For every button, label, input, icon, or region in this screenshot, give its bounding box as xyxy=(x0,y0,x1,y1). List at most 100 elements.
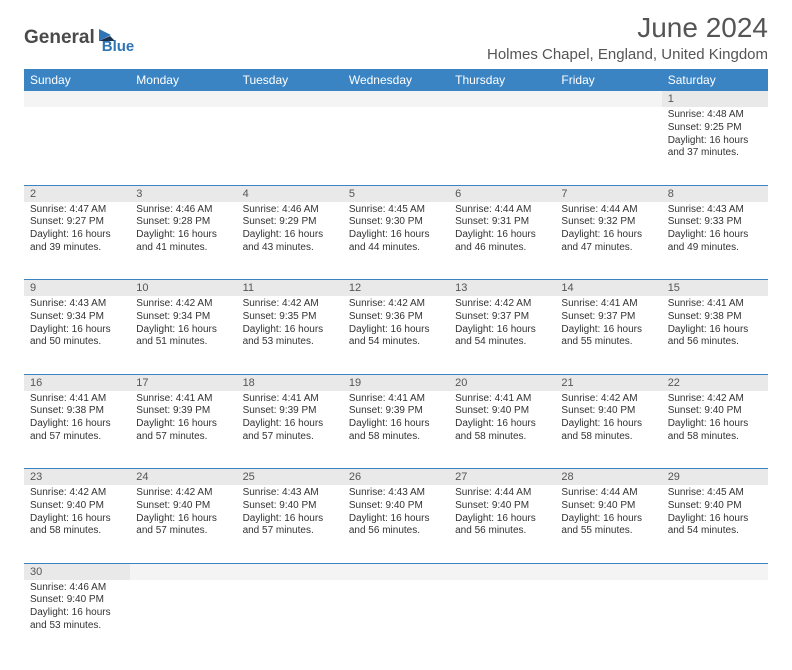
day-cell-content: Sunrise: 4:41 AMSunset: 9:38 PMDaylight:… xyxy=(662,296,768,353)
day-number-cell: 16 xyxy=(24,374,130,391)
day-cell-content: Sunrise: 4:43 AMSunset: 9:40 PMDaylight:… xyxy=(237,485,343,542)
day-cell-content: Sunrise: 4:42 AMSunset: 9:34 PMDaylight:… xyxy=(130,296,236,353)
day-cell-content: Sunrise: 4:43 AMSunset: 9:40 PMDaylight:… xyxy=(343,485,449,542)
day-cell: Sunrise: 4:45 AMSunset: 9:30 PMDaylight:… xyxy=(343,202,449,280)
day-number-row: 23242526272829 xyxy=(24,469,768,486)
day-number-cell: 23 xyxy=(24,469,130,486)
day-cell xyxy=(237,107,343,185)
day-number-cell: 5 xyxy=(343,185,449,202)
day-cell: Sunrise: 4:43 AMSunset: 9:40 PMDaylight:… xyxy=(343,485,449,563)
day-number-cell: 29 xyxy=(662,469,768,486)
title-block: June 2024 Holmes Chapel, England, United… xyxy=(487,12,768,63)
day-cell: Sunrise: 4:41 AMSunset: 9:38 PMDaylight:… xyxy=(24,391,130,469)
day-cell: Sunrise: 4:41 AMSunset: 9:37 PMDaylight:… xyxy=(555,296,661,374)
day-number-cell: 24 xyxy=(130,469,236,486)
day-body-row: Sunrise: 4:42 AMSunset: 9:40 PMDaylight:… xyxy=(24,485,768,563)
day-cell-content: Sunrise: 4:42 AMSunset: 9:40 PMDaylight:… xyxy=(130,485,236,542)
day-cell: Sunrise: 4:42 AMSunset: 9:40 PMDaylight:… xyxy=(24,485,130,563)
day-cell: Sunrise: 4:44 AMSunset: 9:32 PMDaylight:… xyxy=(555,202,661,280)
day-cell: Sunrise: 4:44 AMSunset: 9:40 PMDaylight:… xyxy=(555,485,661,563)
day-cell: Sunrise: 4:48 AMSunset: 9:25 PMDaylight:… xyxy=(662,107,768,185)
day-cell: Sunrise: 4:41 AMSunset: 9:39 PMDaylight:… xyxy=(343,391,449,469)
day-body-row: Sunrise: 4:43 AMSunset: 9:34 PMDaylight:… xyxy=(24,296,768,374)
day-cell-content: Sunrise: 4:42 AMSunset: 9:40 PMDaylight:… xyxy=(555,391,661,448)
day-cell xyxy=(449,107,555,185)
day-number-cell: 21 xyxy=(555,374,661,391)
day-cell: Sunrise: 4:46 AMSunset: 9:40 PMDaylight:… xyxy=(24,580,130,658)
day-number-cell: 28 xyxy=(555,469,661,486)
day-number-cell: 20 xyxy=(449,374,555,391)
day-cell-content: Sunrise: 4:46 AMSunset: 9:40 PMDaylight:… xyxy=(24,580,130,637)
day-body-row: Sunrise: 4:48 AMSunset: 9:25 PMDaylight:… xyxy=(24,107,768,185)
day-body-row: Sunrise: 4:41 AMSunset: 9:38 PMDaylight:… xyxy=(24,391,768,469)
day-number-cell: 30 xyxy=(24,563,130,580)
day-cell-content: Sunrise: 4:42 AMSunset: 9:37 PMDaylight:… xyxy=(449,296,555,353)
day-cell: Sunrise: 4:46 AMSunset: 9:29 PMDaylight:… xyxy=(237,202,343,280)
day-header: Saturday xyxy=(662,69,768,91)
day-number-cell xyxy=(449,563,555,580)
day-cell xyxy=(343,107,449,185)
day-cell: Sunrise: 4:41 AMSunset: 9:39 PMDaylight:… xyxy=(237,391,343,469)
logo: General Blue xyxy=(24,20,134,55)
day-number-row: 2345678 xyxy=(24,185,768,202)
day-cell-content: Sunrise: 4:41 AMSunset: 9:38 PMDaylight:… xyxy=(24,391,130,448)
logo-text-general: General xyxy=(24,27,95,49)
day-cell: Sunrise: 4:44 AMSunset: 9:40 PMDaylight:… xyxy=(449,485,555,563)
day-cell: Sunrise: 4:42 AMSunset: 9:40 PMDaylight:… xyxy=(555,391,661,469)
day-cell-content: Sunrise: 4:44 AMSunset: 9:31 PMDaylight:… xyxy=(449,202,555,259)
day-cell-content: Sunrise: 4:41 AMSunset: 9:39 PMDaylight:… xyxy=(343,391,449,448)
day-cell: Sunrise: 4:42 AMSunset: 9:34 PMDaylight:… xyxy=(130,296,236,374)
day-cell-content: Sunrise: 4:42 AMSunset: 9:40 PMDaylight:… xyxy=(662,391,768,448)
day-cell-content: Sunrise: 4:44 AMSunset: 9:32 PMDaylight:… xyxy=(555,202,661,259)
day-number-cell xyxy=(237,563,343,580)
day-header: Tuesday xyxy=(237,69,343,91)
day-number-cell xyxy=(449,91,555,107)
day-number-cell: 4 xyxy=(237,185,343,202)
day-cell: Sunrise: 4:42 AMSunset: 9:37 PMDaylight:… xyxy=(449,296,555,374)
day-header: Monday xyxy=(130,69,236,91)
day-number-cell: 27 xyxy=(449,469,555,486)
day-cell: Sunrise: 4:43 AMSunset: 9:34 PMDaylight:… xyxy=(24,296,130,374)
day-cell: Sunrise: 4:41 AMSunset: 9:38 PMDaylight:… xyxy=(662,296,768,374)
day-cell-content: Sunrise: 4:45 AMSunset: 9:40 PMDaylight:… xyxy=(662,485,768,542)
calendar-table: SundayMondayTuesdayWednesdayThursdayFrid… xyxy=(24,69,768,658)
day-body-row: Sunrise: 4:46 AMSunset: 9:40 PMDaylight:… xyxy=(24,580,768,658)
location: Holmes Chapel, England, United Kingdom xyxy=(487,46,768,63)
day-header-row: SundayMondayTuesdayWednesdayThursdayFrid… xyxy=(24,69,768,91)
day-cell-content: Sunrise: 4:43 AMSunset: 9:33 PMDaylight:… xyxy=(662,202,768,259)
day-cell: Sunrise: 4:43 AMSunset: 9:33 PMDaylight:… xyxy=(662,202,768,280)
day-cell xyxy=(343,580,449,658)
day-cell xyxy=(130,107,236,185)
day-number-cell: 26 xyxy=(343,469,449,486)
day-cell-content: Sunrise: 4:45 AMSunset: 9:30 PMDaylight:… xyxy=(343,202,449,259)
day-cell: Sunrise: 4:47 AMSunset: 9:27 PMDaylight:… xyxy=(24,202,130,280)
day-cell-content: Sunrise: 4:42 AMSunset: 9:35 PMDaylight:… xyxy=(237,296,343,353)
day-cell-content: Sunrise: 4:48 AMSunset: 9:25 PMDaylight:… xyxy=(662,107,768,164)
day-number-cell xyxy=(24,91,130,107)
day-number-cell: 22 xyxy=(662,374,768,391)
day-number-cell xyxy=(343,91,449,107)
day-number-row: 16171819202122 xyxy=(24,374,768,391)
day-header: Wednesday xyxy=(343,69,449,91)
day-cell: Sunrise: 4:41 AMSunset: 9:40 PMDaylight:… xyxy=(449,391,555,469)
header: General Blue June 2024 Holmes Chapel, En… xyxy=(24,12,768,63)
day-cell-content: Sunrise: 4:44 AMSunset: 9:40 PMDaylight:… xyxy=(449,485,555,542)
day-cell xyxy=(662,580,768,658)
day-number-cell: 1 xyxy=(662,91,768,107)
day-cell xyxy=(555,107,661,185)
day-number-row: 9101112131415 xyxy=(24,280,768,297)
day-number-row: 30 xyxy=(24,563,768,580)
day-header: Sunday xyxy=(24,69,130,91)
day-cell-content: Sunrise: 4:42 AMSunset: 9:36 PMDaylight:… xyxy=(343,296,449,353)
day-cell: Sunrise: 4:43 AMSunset: 9:40 PMDaylight:… xyxy=(237,485,343,563)
day-number-cell: 8 xyxy=(662,185,768,202)
day-cell: Sunrise: 4:46 AMSunset: 9:28 PMDaylight:… xyxy=(130,202,236,280)
day-cell-content: Sunrise: 4:46 AMSunset: 9:29 PMDaylight:… xyxy=(237,202,343,259)
day-number-cell: 12 xyxy=(343,280,449,297)
day-number-cell xyxy=(555,563,661,580)
day-cell: Sunrise: 4:45 AMSunset: 9:40 PMDaylight:… xyxy=(662,485,768,563)
day-cell-content: Sunrise: 4:41 AMSunset: 9:39 PMDaylight:… xyxy=(237,391,343,448)
month-title: June 2024 xyxy=(487,12,768,44)
day-cell xyxy=(24,107,130,185)
day-cell: Sunrise: 4:42 AMSunset: 9:35 PMDaylight:… xyxy=(237,296,343,374)
